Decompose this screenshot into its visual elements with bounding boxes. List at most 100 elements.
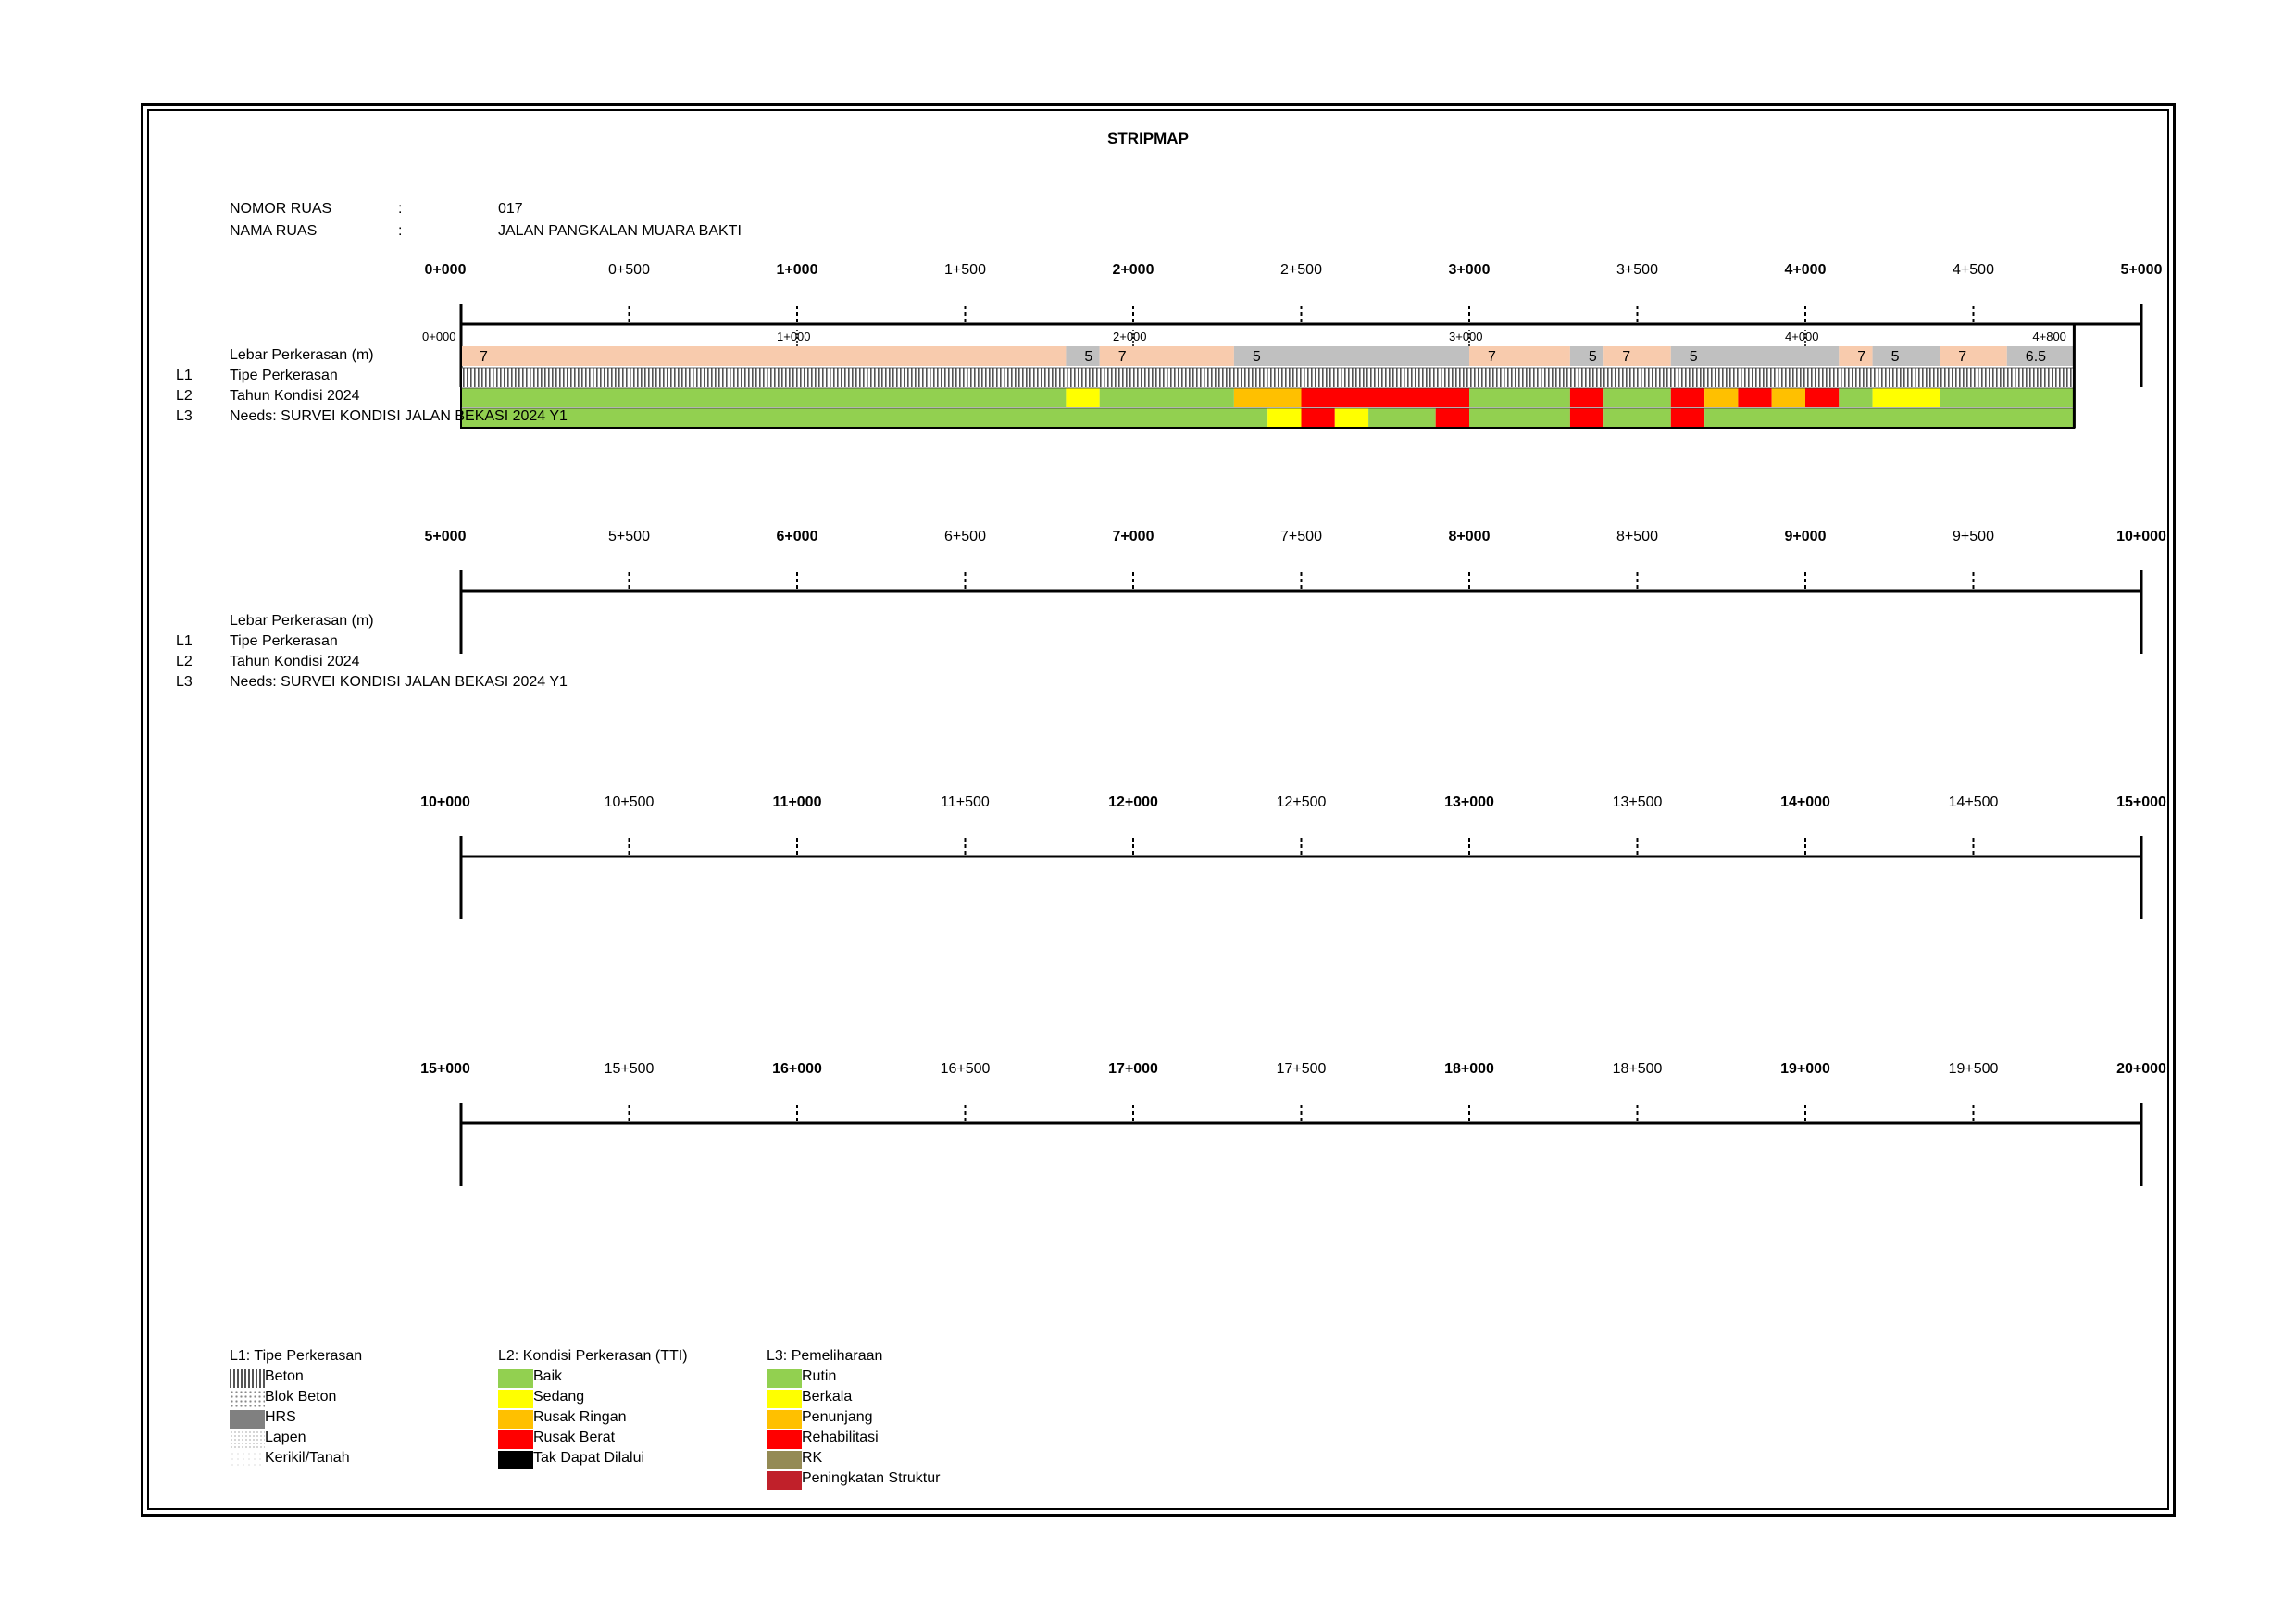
width-value: 5	[1589, 349, 1597, 365]
tick-label-15-500: 15+500	[604, 1061, 655, 1077]
legend-swatch	[767, 1369, 802, 1388]
tick-label-8-000: 8+000	[1448, 529, 1491, 544]
l2-segment	[1569, 388, 1604, 407]
l2-segment	[1872, 388, 1940, 407]
tick-label-5-000: 5+000	[424, 529, 467, 544]
width-segment	[1066, 346, 1100, 366]
l2-segment	[1839, 388, 1873, 407]
p2-width-label: Lebar Perkerasan (m)	[230, 613, 374, 629]
legend-swatch	[230, 1390, 265, 1408]
tick-label-18-000: 18+000	[1444, 1061, 1494, 1077]
legend-l1-title: L1: Tipe Perkerasan	[230, 1348, 363, 1364]
page-frame-outer	[141, 103, 2176, 1517]
legend-label: Tak Dapat Dilalui	[533, 1450, 645, 1466]
legend-label: Rusak Berat	[533, 1430, 616, 1445]
p1-l3-label: Needs: SURVEI KONDISI JALAN BEKASI 2024 …	[230, 408, 568, 424]
p2-l1-code: L1	[176, 633, 193, 649]
width-segment	[1099, 346, 1234, 366]
legend-swatch	[498, 1410, 533, 1429]
legend-swatch	[767, 1390, 802, 1408]
legend-l1-item: Kerikil/Tanah	[230, 1450, 507, 1470]
width-segment	[1839, 346, 1873, 366]
tick-label-9-000: 9+000	[1784, 529, 1827, 544]
tick-label-7-000: 7+000	[1112, 529, 1154, 544]
segment-marker-2-000: 2+000	[1113, 330, 1147, 344]
tick-label-7-500: 7+500	[1280, 529, 1322, 544]
legend-label: Beton	[265, 1368, 304, 1384]
legend-l2-item: Rusak Ringan	[498, 1409, 776, 1430]
p1-l1-code: L1	[176, 368, 193, 383]
legend-label: Berkala	[802, 1389, 853, 1405]
tick-label-18-500: 18+500	[1612, 1061, 1663, 1077]
tick-label-14-000: 14+000	[1780, 794, 1830, 810]
width-value: 5	[1690, 349, 1698, 365]
tick-label-2-500: 2+500	[1280, 262, 1322, 278]
tick-label-11-500: 11+500	[941, 794, 990, 810]
tick-label-6-500: 6+500	[944, 529, 986, 544]
width-value: 5	[1084, 349, 1092, 365]
width-segment	[461, 346, 1067, 366]
tick-label-12-000: 12+000	[1108, 794, 1158, 810]
legend-l3-title: L3: Pemeliharaan	[767, 1348, 883, 1364]
tick-label-5-000: 5+000	[2120, 262, 2163, 278]
width-segment	[1233, 346, 1469, 366]
width-value: 7	[1857, 349, 1866, 365]
width-segment	[1940, 346, 2007, 366]
l2-segment	[1704, 388, 1739, 407]
page-frame-inner	[147, 109, 2169, 1510]
legend-swatch	[767, 1451, 802, 1469]
legend-l1-item: HRS	[230, 1409, 507, 1430]
width-value: 7	[480, 349, 488, 365]
nomor-ruas-separator: :	[398, 201, 403, 217]
legend-swatch	[230, 1369, 265, 1388]
segment-marker-4-000: 4+000	[1785, 330, 1819, 344]
legend-label: Baik	[533, 1368, 563, 1384]
tick-label-12-500: 12+500	[1276, 794, 1327, 810]
l2-segment	[461, 388, 1067, 407]
tick-label-17-000: 17+000	[1108, 1061, 1158, 1077]
tick-label-10-000: 10+000	[420, 794, 470, 810]
p1-l3-code: L3	[176, 408, 193, 424]
legend-l3-item: Rutin	[767, 1368, 1044, 1389]
legend-label: Kerikil/Tanah	[265, 1450, 350, 1466]
legend-label: Rutin	[802, 1368, 837, 1384]
l2-segment	[1670, 388, 1705, 407]
legend-l2-item: Tak Dapat Dilalui	[498, 1450, 776, 1470]
legend-swatch	[767, 1471, 802, 1490]
legend-l3-item: Rehabilitasi	[767, 1430, 1044, 1450]
tick-label-6-000: 6+000	[776, 529, 818, 544]
tick-label-1-000: 1+000	[776, 262, 818, 278]
p1-l1-label: Tipe Perkerasan	[230, 368, 338, 383]
p2-l2-code: L2	[176, 654, 193, 669]
tick-label-19-000: 19+000	[1780, 1061, 1830, 1077]
tick-label-19-500: 19+500	[1948, 1061, 1999, 1077]
legend-l3-item: RK	[767, 1450, 1044, 1470]
legend-swatch	[230, 1430, 265, 1449]
tick-label-0-500: 0+500	[608, 262, 650, 278]
width-segment	[2006, 346, 2075, 366]
l2-segment	[1099, 388, 1234, 407]
legend-swatch	[498, 1430, 533, 1449]
segment-marker-4-800: 4+800	[2032, 330, 2066, 344]
tick-label-3-500: 3+500	[1616, 262, 1658, 278]
legend-swatch	[498, 1451, 533, 1469]
l1-segment-beton	[461, 368, 2075, 387]
nama-ruas-value: JALAN PANGKALAN MUARA BAKTI	[498, 223, 742, 239]
tick-label-16-000: 16+000	[772, 1061, 822, 1077]
width-value: 5	[1891, 349, 1900, 365]
width-segment	[1603, 346, 1671, 366]
l2-segment	[1301, 388, 1469, 407]
legend-label: HRS	[265, 1409, 296, 1425]
legend-l2-item: Sedang	[498, 1389, 776, 1409]
tick-label-20-000: 20+000	[2116, 1061, 2166, 1077]
l2-segment	[1771, 388, 1805, 407]
width-segment	[1469, 346, 1570, 366]
legend-label: RK	[802, 1450, 823, 1466]
legend-l2-item: Rusak Berat	[498, 1430, 776, 1450]
legend-label: Sedang	[533, 1389, 585, 1405]
legend-l2-item: Baik	[498, 1368, 776, 1389]
nomor-ruas-value: 017	[498, 201, 523, 217]
legend-l1-item: Beton	[230, 1368, 507, 1389]
l2-segment	[1738, 388, 1772, 407]
